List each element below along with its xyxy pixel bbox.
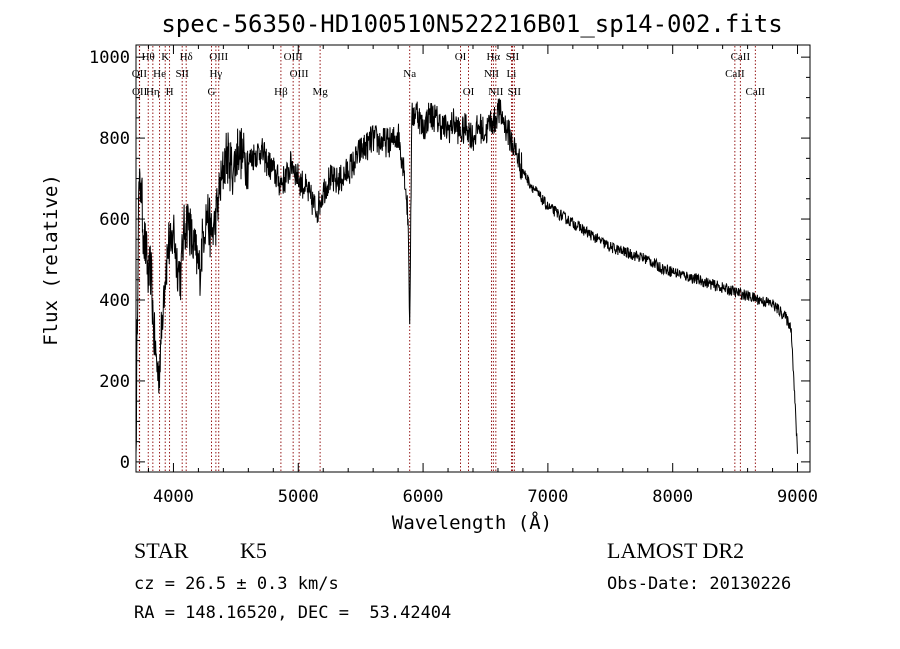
marker-label: He xyxy=(153,68,166,80)
y-tick-label: 800 xyxy=(99,129,130,149)
marker-label: Li xyxy=(507,68,517,80)
chart-title: spec-56350-HD100510N522216B01_sp14-002.f… xyxy=(161,10,782,38)
x-axis-ticks: 4000 5000 6000 7000 8000 9000 xyxy=(147,45,818,507)
coordinates: RA = 148.16520, DEC = 53.42404 xyxy=(134,603,452,623)
x-tick-label: 9000 xyxy=(777,487,818,507)
y-axis-ticks: 0 200 400 600 800 1000 xyxy=(89,48,810,473)
spectral-line-markers xyxy=(138,46,756,471)
marker-label: NII xyxy=(488,86,504,98)
plot-frame xyxy=(135,44,811,473)
marker-label: OIII xyxy=(284,51,303,63)
marker-label: G xyxy=(208,86,216,98)
marker-label: OI xyxy=(463,86,475,98)
marker-label: NII xyxy=(484,68,500,80)
redshift-value: cz = 26.5 ± 0.3 km/s xyxy=(134,574,339,594)
marker-label: CaII xyxy=(731,51,751,63)
marker-label: Na xyxy=(403,68,416,80)
marker-label: OII xyxy=(132,68,148,80)
marker-label: OIII xyxy=(290,68,309,80)
x-axis-label: Wavelength (Å) xyxy=(392,511,552,534)
marker-label: CaII xyxy=(725,68,745,80)
x-tick-label: 7000 xyxy=(527,487,568,507)
marker-label: Hθ xyxy=(142,51,155,63)
marker-label: H xyxy=(166,86,174,98)
y-tick-label: 1000 xyxy=(89,48,130,68)
marker-label: CaII xyxy=(746,86,766,98)
marker-label: SII xyxy=(506,51,520,63)
object-subclass: K5 xyxy=(240,538,267,563)
marker-label: SII xyxy=(175,68,189,80)
marker-label: K xyxy=(161,51,169,63)
x-tick-label: 8000 xyxy=(652,487,693,507)
marker-label: Hα xyxy=(486,51,500,63)
marker-label: Hη xyxy=(146,86,160,98)
marker-label: Mg xyxy=(312,86,328,98)
y-tick-label: 0 xyxy=(120,453,130,473)
y-tick-label: 600 xyxy=(99,210,130,230)
marker-label: SII xyxy=(508,86,522,98)
marker-label: OIII xyxy=(209,51,228,63)
spectral-line-labels: Hθ K Hδ OIII OIII Na OI Hα SII CaII OII He SII Hγ OIII… xyxy=(132,51,766,98)
marker-label: Hδ xyxy=(180,51,193,63)
y-axis-label: Flux (relative) xyxy=(40,174,62,346)
marker-label: Hβ xyxy=(274,86,288,98)
x-tick-label: 4000 xyxy=(153,487,194,507)
marker-label: OI xyxy=(455,51,467,63)
x-tick-label: 5000 xyxy=(278,487,319,507)
object-type: STAR xyxy=(134,538,189,563)
survey-name: LAMOST DR2 xyxy=(607,538,745,563)
x-tick-label: 6000 xyxy=(403,487,444,507)
y-tick-label: 400 xyxy=(99,291,130,311)
marker-label: Hγ xyxy=(209,68,222,80)
y-tick-label: 200 xyxy=(99,372,130,392)
spectrum-series-line xyxy=(135,98,798,454)
observation-date: Obs-Date: 20130226 xyxy=(607,574,792,594)
